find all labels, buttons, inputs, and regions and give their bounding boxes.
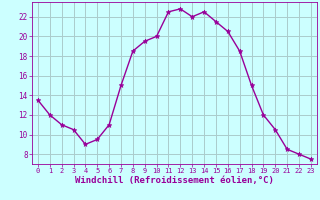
X-axis label: Windchill (Refroidissement éolien,°C): Windchill (Refroidissement éolien,°C) — [75, 176, 274, 185]
